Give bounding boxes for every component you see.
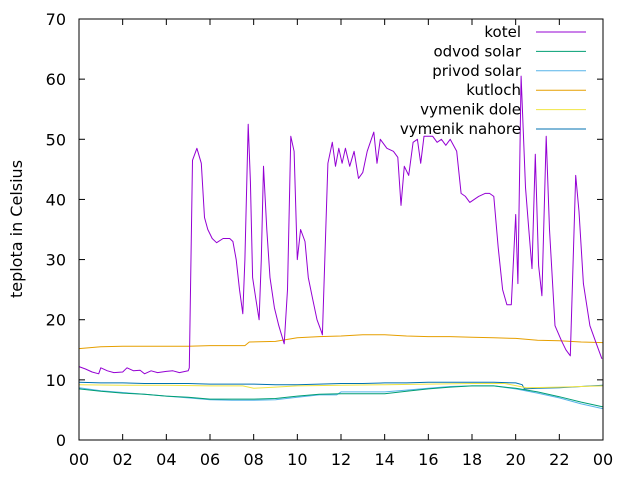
plot-frame bbox=[78, 18, 604, 441]
y-tick-label: 20 bbox=[46, 311, 66, 330]
x-tick-label: 02 bbox=[112, 450, 132, 469]
x-tick-label: 08 bbox=[243, 450, 263, 469]
x-tick-label: 16 bbox=[418, 450, 438, 469]
series-layer bbox=[78, 75, 604, 410]
legend-entry: odvod solar bbox=[433, 42, 586, 60]
legend-entry: privod solar bbox=[432, 62, 586, 80]
legend-entry: vymenik nahore bbox=[400, 120, 586, 138]
series-line-odvod-solar bbox=[78, 385, 604, 408]
y-tick-label: 0 bbox=[56, 431, 66, 450]
x-tick-label: 12 bbox=[331, 450, 351, 469]
y-axis-label: teplota in Celsius bbox=[7, 160, 26, 298]
x-tick-label: 14 bbox=[374, 450, 394, 469]
legend-label: vymenik dole bbox=[420, 101, 521, 119]
series-line-kotel bbox=[78, 75, 603, 375]
legend-label: odvod solar bbox=[433, 42, 521, 60]
x-tick-label: 10 bbox=[287, 450, 307, 469]
x-tick-label: 04 bbox=[156, 450, 176, 469]
legend-label: privod solar bbox=[432, 62, 522, 80]
x-tick-label: 00 bbox=[69, 450, 89, 469]
y-tick-label: 10 bbox=[46, 371, 66, 390]
x-tick-label: 22 bbox=[549, 450, 569, 469]
legend-label: kotel bbox=[484, 23, 521, 41]
y-tick-label: 40 bbox=[46, 190, 66, 209]
x-tick-label: 18 bbox=[462, 450, 482, 469]
legend-entry: kotel bbox=[484, 23, 586, 41]
y-tick-label: 50 bbox=[46, 130, 66, 149]
legend-label: vymenik nahore bbox=[400, 120, 521, 138]
series-line-kutloch bbox=[78, 334, 604, 350]
x-tick-label: 20 bbox=[505, 450, 525, 469]
legend-entry: vymenik dole bbox=[420, 101, 586, 119]
series-line-vymenik-dole bbox=[78, 383, 604, 389]
y-tick-label: 70 bbox=[46, 10, 66, 29]
legend-label: kutloch bbox=[466, 81, 521, 99]
x-tick-label: 00 bbox=[593, 450, 613, 469]
x-tick-label: 06 bbox=[200, 450, 220, 469]
y-tick-label: 60 bbox=[46, 70, 66, 89]
axes-layer: 0 10 20 30 40 50 60 70 00 02 04 06 08 10 12 14 16 18 20 22 0… bbox=[46, 10, 614, 469]
y-tick-label: 30 bbox=[46, 251, 66, 270]
legend-entry: kutloch bbox=[466, 81, 586, 99]
